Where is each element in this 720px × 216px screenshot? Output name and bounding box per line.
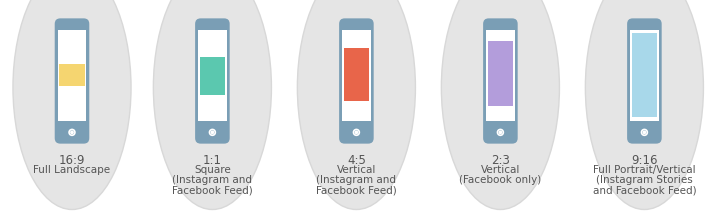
- Ellipse shape: [297, 0, 415, 210]
- Bar: [58, 30, 86, 121]
- Text: Vertical: Vertical: [337, 165, 376, 175]
- Text: 2:3: 2:3: [491, 154, 510, 167]
- Circle shape: [354, 130, 359, 134]
- FancyBboxPatch shape: [55, 18, 89, 144]
- Circle shape: [354, 129, 359, 135]
- Text: 16:9: 16:9: [59, 154, 85, 167]
- Text: Square: Square: [194, 165, 231, 175]
- Text: and Facebook Feed): and Facebook Feed): [593, 186, 696, 196]
- FancyBboxPatch shape: [627, 18, 662, 144]
- Bar: [342, 30, 371, 121]
- Text: Full Landscape: Full Landscape: [33, 165, 111, 175]
- FancyBboxPatch shape: [483, 18, 518, 144]
- Bar: [486, 30, 515, 121]
- Circle shape: [498, 129, 503, 135]
- Ellipse shape: [13, 0, 131, 210]
- Ellipse shape: [153, 0, 271, 210]
- Bar: [632, 33, 657, 118]
- Circle shape: [498, 130, 503, 134]
- Circle shape: [642, 129, 647, 135]
- FancyBboxPatch shape: [339, 18, 374, 144]
- Bar: [344, 48, 369, 101]
- Text: Full Portrait/Vertical: Full Portrait/Vertical: [593, 165, 696, 175]
- Circle shape: [642, 130, 647, 134]
- Bar: [59, 64, 85, 86]
- Text: Facebook Feed): Facebook Feed): [316, 186, 397, 196]
- Bar: [630, 30, 659, 121]
- Text: 1:1: 1:1: [203, 154, 222, 167]
- FancyBboxPatch shape: [351, 21, 362, 24]
- FancyBboxPatch shape: [66, 21, 78, 24]
- Bar: [198, 30, 227, 121]
- Text: 9:16: 9:16: [631, 154, 657, 167]
- Text: (Instagram and: (Instagram and: [172, 175, 253, 186]
- Circle shape: [70, 130, 74, 134]
- FancyBboxPatch shape: [207, 21, 218, 24]
- Text: Facebook Feed): Facebook Feed): [172, 186, 253, 196]
- FancyBboxPatch shape: [639, 21, 650, 24]
- Text: (Instagram and: (Instagram and: [316, 175, 397, 186]
- Bar: [200, 57, 225, 95]
- Text: (Instagram Stories: (Instagram Stories: [596, 175, 693, 186]
- Bar: [488, 41, 513, 106]
- FancyBboxPatch shape: [495, 21, 506, 24]
- Circle shape: [210, 129, 215, 135]
- Circle shape: [69, 129, 75, 135]
- Text: (Facebook only): (Facebook only): [459, 175, 541, 186]
- Circle shape: [210, 130, 215, 134]
- FancyBboxPatch shape: [195, 18, 230, 144]
- Ellipse shape: [585, 0, 703, 210]
- Text: Vertical: Vertical: [481, 165, 520, 175]
- Ellipse shape: [441, 0, 559, 210]
- Text: 4:5: 4:5: [347, 154, 366, 167]
